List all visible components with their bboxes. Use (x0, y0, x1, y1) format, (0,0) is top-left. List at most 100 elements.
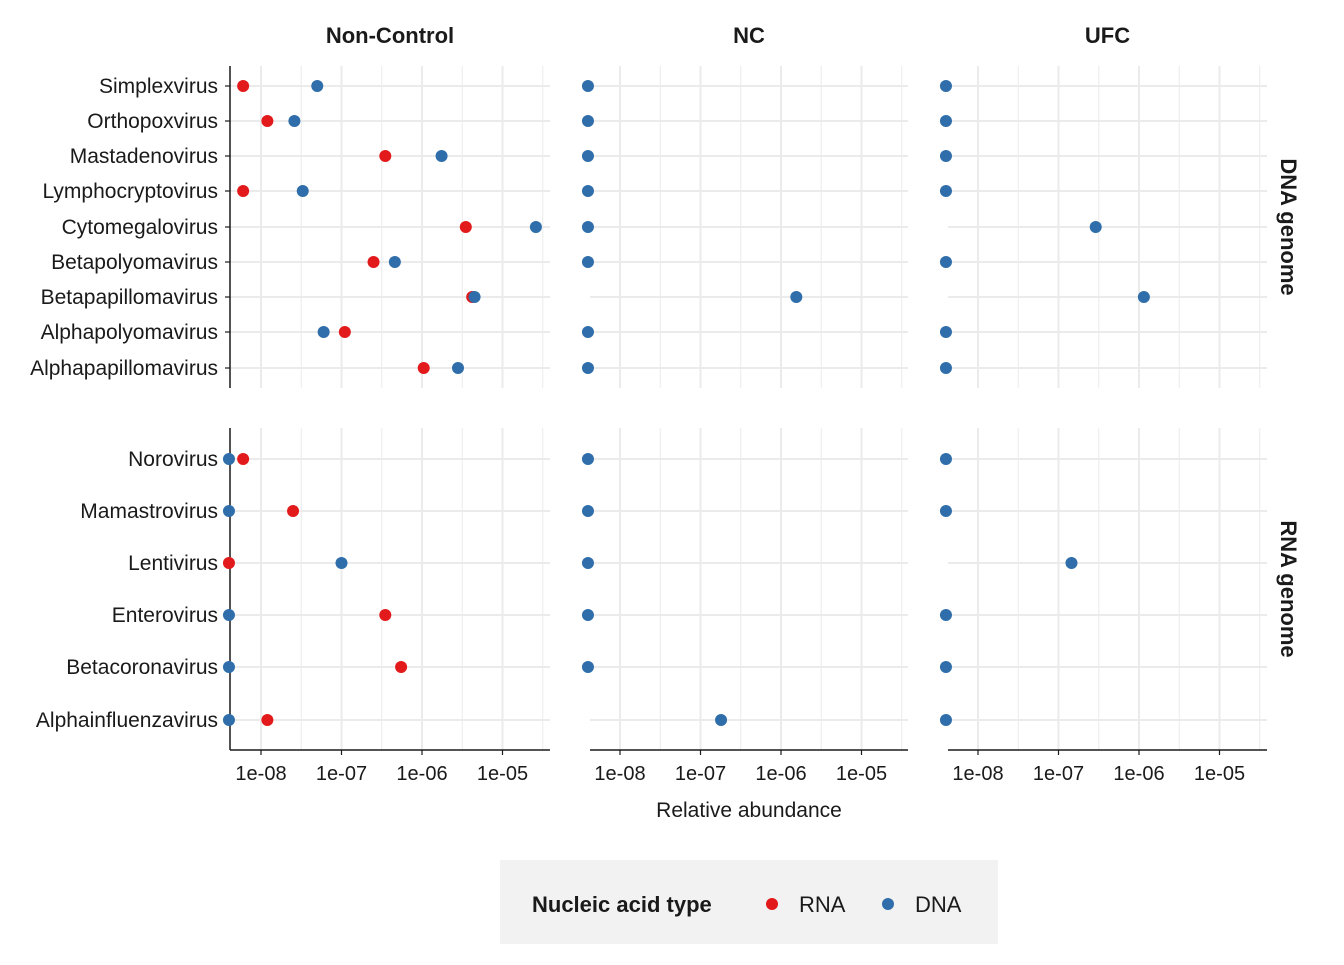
point-dna-nc-lentivirus (581, 557, 594, 569)
x-tick-label-ufc-1: 1e-07 (1033, 763, 1084, 785)
point-dna-non-control-cytomegalovirus (529, 221, 542, 233)
point-rna-non-control-mamastrovirus (287, 505, 300, 517)
y-label-mastadenovirus: Mastadenovirus (70, 145, 218, 168)
point-rna-non-control-betapolyomavirus (367, 256, 380, 268)
y-label-orthopoxvirus: Orthopoxvirus (87, 110, 218, 133)
legend-key-dna (882, 898, 894, 910)
point-dna-ufc-mamastrovirus (939, 505, 952, 517)
strip-label-ufc: UFC (1085, 23, 1130, 48)
panel-nc-rna-genome (590, 428, 908, 750)
x-tick-label-nc-0: 1e-08 (594, 763, 645, 785)
point-rna-non-control-simplexvirus (237, 80, 250, 92)
point-rna-non-control-alphapolyomavirus (338, 326, 351, 338)
point-dna-nc-alphapapillomavirus (581, 362, 594, 374)
panel-ufc-dna-genome (948, 66, 1267, 388)
y-label-alphapolyomavirus: Alphapolyomavirus (41, 321, 218, 344)
y-label-betapapillomavirus: Betapapillomavirus (41, 286, 218, 309)
panel-non-control-dna-genome (230, 66, 550, 388)
point-dna-nc-norovirus (581, 453, 594, 465)
y-label-lentivirus: Lentivirus (128, 552, 218, 575)
strip-label-non-control: Non-Control (326, 23, 454, 48)
point-dna-ufc-norovirus (939, 453, 952, 465)
labels-layer: 1e-08 1e-07 1e-06 1e-05 1e-08 1e-07 1e-06 1e-05… (30, 23, 1301, 822)
point-dna-ufc-betapapillomavirus (1137, 291, 1150, 303)
point-rna-non-control-alphainfluenzavirus (261, 714, 274, 726)
strip-label-dna-genome: DNA genome (1276, 158, 1301, 295)
point-dna-nc-enterovirus (581, 609, 594, 621)
y-label-cytomegalovirus: Cytomegalovirus (62, 216, 218, 239)
point-dna-non-control-betapapillomavirus (468, 291, 481, 303)
point-rna-non-control-orthopoxvirus (261, 115, 274, 127)
y-label-alphainfluenzavirus: Alphainfluenzavirus (36, 709, 218, 732)
point-rna-non-control-enterovirus (379, 609, 392, 621)
point-dna-non-control-enterovirus (222, 609, 235, 621)
point-dna-ufc-orthopoxvirus (939, 115, 952, 127)
strip-label-rna-genome: RNA genome (1276, 520, 1301, 657)
y-label-norovirus: Norovirus (128, 448, 218, 471)
point-dna-nc-mamastrovirus (581, 505, 594, 517)
x-tick-label-non-control-3: 1e-05 (477, 763, 528, 785)
point-dna-ufc-simplexvirus (939, 80, 952, 92)
point-dna-ufc-alphainfluenzavirus (939, 714, 952, 726)
point-dna-non-control-mastadenovirus (435, 150, 448, 162)
x-tick-label-non-control-2: 1e-06 (396, 763, 447, 785)
legend-label-dna: DNA (915, 892, 962, 917)
legend-label-rna: RNA (799, 892, 846, 917)
point-dna-non-control-norovirus (222, 453, 235, 465)
points-layer (222, 80, 1150, 726)
legend-background (500, 860, 998, 944)
point-dna-non-control-alphapolyomavirus (317, 326, 330, 338)
point-rna-non-control-lymphocryptovirus (237, 185, 250, 197)
legend-title: Nucleic acid type (532, 892, 712, 917)
panel-non-control-rna-genome (230, 428, 550, 750)
x-tick-label-nc-3: 1e-05 (836, 763, 887, 785)
point-dna-non-control-betacoronavirus (222, 661, 235, 673)
point-rna-non-control-cytomegalovirus (459, 221, 472, 233)
point-dna-non-control-mamastrovirus (222, 505, 235, 517)
point-dna-ufc-alphapolyomavirus (939, 326, 952, 338)
point-dna-nc-betapapillomavirus (790, 291, 803, 303)
point-dna-ufc-cytomegalovirus (1089, 221, 1102, 233)
point-rna-non-control-norovirus (237, 453, 250, 465)
y-label-enterovirus: Enterovirus (112, 604, 218, 627)
point-dna-ufc-betapolyomavirus (939, 256, 952, 268)
point-dna-non-control-lentivirus (335, 557, 348, 569)
point-dna-non-control-alphainfluenzavirus (222, 714, 235, 726)
x-tick-label-ufc-0: 1e-08 (952, 763, 1003, 785)
point-dna-nc-cytomegalovirus (581, 221, 594, 233)
x-tick-label-ufc-2: 1e-06 (1113, 763, 1164, 785)
strip-label-nc: NC (733, 23, 765, 48)
point-dna-non-control-alphapapillomavirus (451, 362, 464, 374)
x-tick-label-nc-2: 1e-06 (755, 763, 806, 785)
y-label-alphapapillomavirus: Alphapapillomavirus (30, 357, 218, 380)
y-label-lymphocryptovirus: Lymphocryptovirus (43, 180, 218, 203)
point-dna-nc-betacoronavirus (581, 661, 594, 673)
legend-key-rna (766, 898, 778, 910)
x-tick-label-non-control-0: 1e-08 (235, 763, 286, 785)
point-rna-non-control-alphapapillomavirus (417, 362, 430, 374)
point-dna-ufc-enterovirus (939, 609, 952, 621)
panel-ufc-rna-genome (948, 428, 1267, 750)
x-tick-label-nc-1: 1e-07 (675, 763, 726, 785)
point-dna-ufc-lymphocryptovirus (939, 185, 952, 197)
grid-layer (230, 66, 1267, 750)
point-rna-non-control-mastadenovirus (379, 150, 392, 162)
point-dna-ufc-betacoronavirus (939, 661, 952, 673)
point-dna-non-control-orthopoxvirus (288, 115, 301, 127)
axes-layer (225, 66, 1267, 755)
y-label-simplexvirus: Simplexvirus (99, 75, 218, 98)
point-dna-ufc-alphapapillomavirus (939, 362, 952, 374)
point-dna-nc-orthopoxvirus (581, 115, 594, 127)
point-dna-ufc-mastadenovirus (939, 150, 952, 162)
point-dna-non-control-simplexvirus (311, 80, 324, 92)
point-dna-nc-betapolyomavirus (581, 256, 594, 268)
point-dna-nc-simplexvirus (581, 80, 594, 92)
point-dna-nc-lymphocryptovirus (581, 185, 594, 197)
point-dna-non-control-lymphocryptovirus (296, 185, 309, 197)
x-tick-label-non-control-1: 1e-07 (316, 763, 367, 785)
panel-nc-dna-genome (590, 66, 908, 388)
point-dna-nc-mastadenovirus (581, 150, 594, 162)
point-rna-non-control-lentivirus (222, 557, 235, 569)
